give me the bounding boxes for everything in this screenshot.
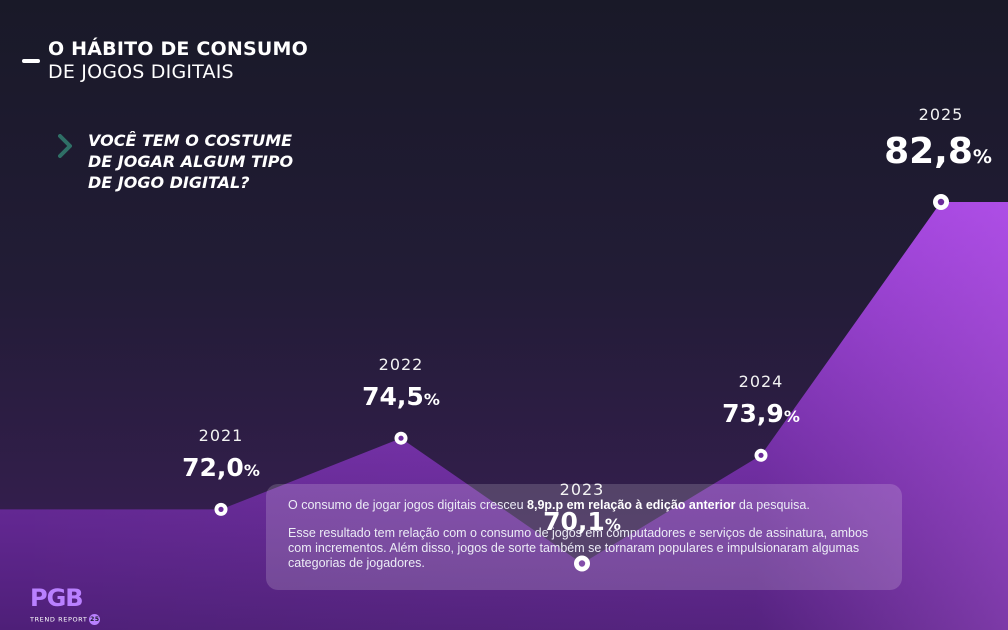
logo-text: PGB	[30, 584, 84, 612]
year-label-2022: 2022	[378, 355, 424, 375]
value-number-2024: 73,9	[722, 399, 784, 429]
page-title: O HÁBITO DE CONSUMO	[48, 38, 308, 60]
data-point-center-2025	[937, 198, 945, 206]
value-label-2023: 70,1%	[543, 507, 621, 536]
area-sheen	[0, 202, 1008, 630]
logo-badge: 25	[89, 614, 101, 625]
value-number-2022: 74,5	[362, 382, 424, 412]
logo-subtitle: TREND REPORT 25	[30, 614, 101, 625]
info-line-1-post: da pesquisa.	[735, 498, 810, 512]
value-number-2023: 70,1	[543, 507, 605, 537]
question-text: VOCÊ TEM O COSTUME DE JOGAR ALGUM TIPO D…	[88, 131, 294, 192]
year-label-2023: 2023	[559, 480, 605, 500]
data-point-center-2023	[578, 560, 586, 567]
value-percent-2021: %	[243, 461, 260, 481]
logo: PGB TREND REPORT 25	[30, 584, 101, 625]
logo-sub-text: TREND REPORT	[30, 615, 88, 624]
value-percent-2023: %	[604, 515, 621, 535]
header-dash	[22, 59, 40, 63]
chevron-right-icon	[58, 134, 72, 158]
value-label-2021: 72,0%	[182, 453, 260, 482]
info-box: O consumo de jogar jogos digitais cresce…	[266, 484, 902, 590]
info-line-1: O consumo de jogar jogos digitais cresce…	[288, 498, 880, 513]
value-percent-2024: %	[783, 407, 800, 427]
page-subtitle: DE JOGOS DIGITAIS	[48, 61, 234, 83]
data-point-center-2021	[218, 506, 224, 512]
value-label-2022: 74,5%	[362, 382, 440, 411]
value-number-2021: 72,0	[182, 453, 244, 483]
data-point-center-2022	[398, 435, 404, 441]
info-paragraph-2: Esse resultado tem relação com o consumo…	[288, 526, 869, 570]
year-label-2025: 2025	[918, 105, 964, 124]
value-label-2024: 73,9%	[722, 399, 800, 428]
data-point-center-2024	[758, 452, 764, 458]
value-number-2025: 82,8	[884, 131, 973, 172]
info-line-1-bold: 8,9p.p em relação à edição anterior	[527, 498, 736, 512]
info-line-1-pre: O consumo de jogar jogos digitais cresce…	[288, 498, 528, 512]
value-label-2025: 82,8%	[884, 131, 992, 172]
value-percent-2025: %	[972, 146, 992, 168]
year-label-2021: 2021	[198, 426, 244, 446]
value-percent-2022: %	[423, 390, 440, 410]
year-label-2024: 2024	[738, 372, 784, 392]
